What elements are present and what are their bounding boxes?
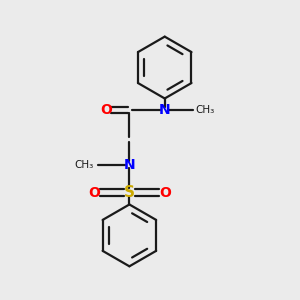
Text: O: O	[100, 103, 112, 117]
Text: N: N	[124, 158, 135, 172]
Text: S: S	[124, 185, 135, 200]
Text: O: O	[159, 186, 171, 200]
Text: O: O	[88, 186, 100, 200]
Text: CH₃: CH₃	[74, 160, 93, 170]
Text: CH₃: CH₃	[196, 105, 215, 115]
Text: N: N	[159, 103, 170, 117]
